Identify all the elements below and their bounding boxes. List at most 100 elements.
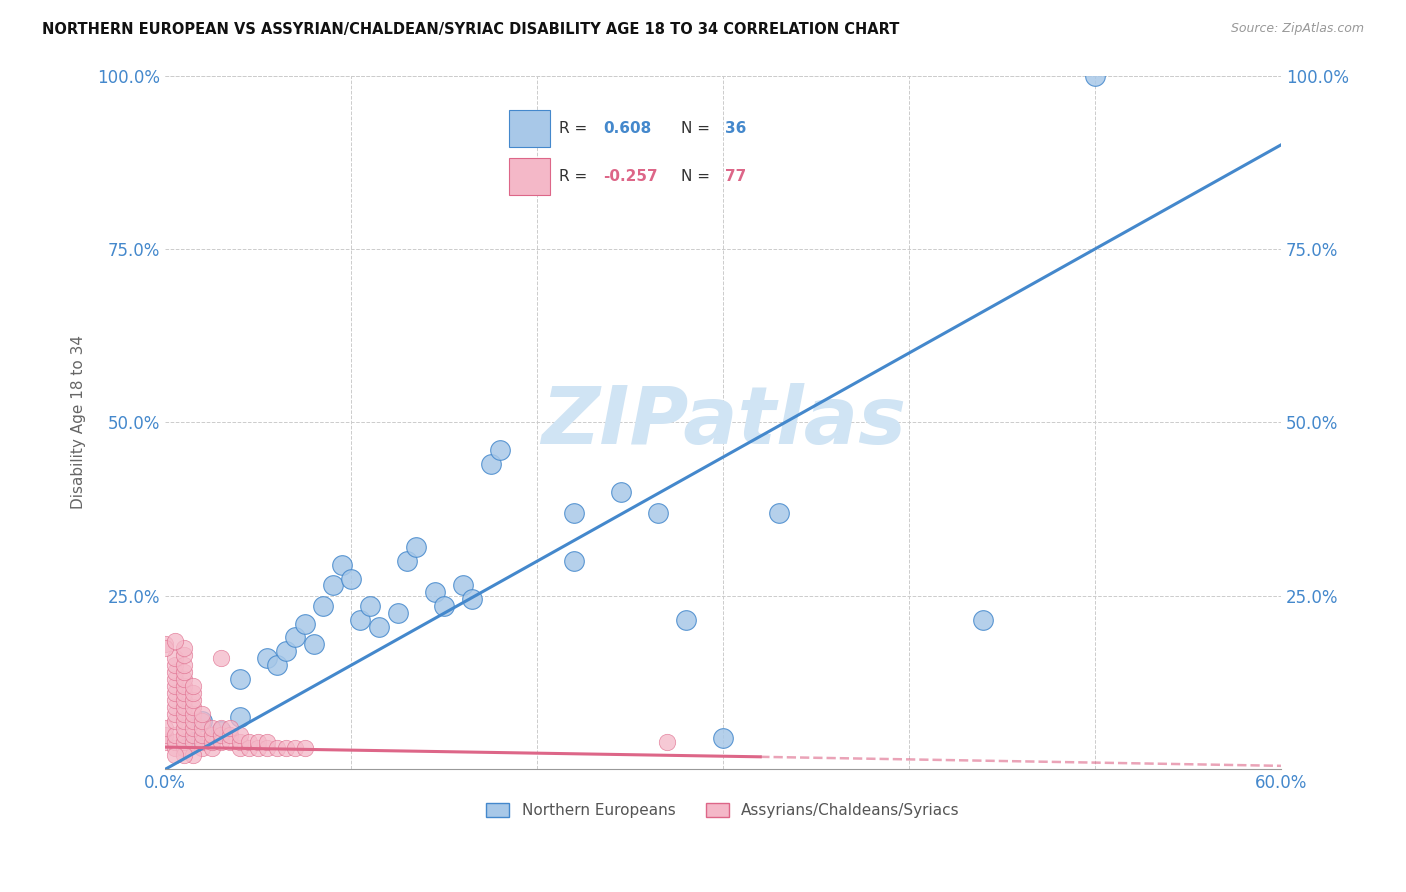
- Legend: Northern Europeans, Assyrians/Chaldeans/Syriacs: Northern Europeans, Assyrians/Chaldeans/…: [481, 797, 966, 824]
- Point: [489, 443, 512, 458]
- Point: [181, 734, 204, 748]
- Point: [191, 714, 214, 728]
- Point: [209, 651, 232, 665]
- Point: [768, 506, 790, 520]
- Point: [181, 714, 204, 728]
- Point: [266, 658, 288, 673]
- Point: [972, 613, 994, 627]
- Point: [201, 721, 224, 735]
- Point: [330, 558, 353, 572]
- Point: [181, 734, 204, 748]
- Point: [163, 679, 186, 693]
- Point: [173, 693, 195, 707]
- Point: [284, 631, 307, 645]
- Point: [173, 640, 195, 655]
- Point: [340, 572, 363, 586]
- Point: [274, 644, 297, 658]
- Point: [228, 734, 250, 748]
- Point: [163, 634, 186, 648]
- Point: [163, 665, 186, 680]
- Point: [173, 665, 195, 680]
- Point: [181, 721, 204, 735]
- Point: [433, 599, 456, 614]
- Point: [163, 693, 186, 707]
- Point: [209, 734, 232, 748]
- Point: [266, 741, 288, 756]
- Point: [219, 721, 242, 735]
- Point: [181, 706, 204, 721]
- Point: [461, 592, 484, 607]
- Point: [209, 728, 232, 742]
- Point: [479, 457, 502, 471]
- Point: [302, 637, 325, 651]
- Point: [163, 672, 186, 686]
- Point: [155, 637, 177, 651]
- Point: [256, 734, 278, 748]
- Point: [387, 606, 409, 620]
- Point: [173, 721, 195, 735]
- Point: [219, 728, 242, 742]
- Point: [405, 541, 427, 555]
- Point: [163, 741, 186, 756]
- Point: [201, 728, 224, 742]
- Point: [173, 672, 195, 686]
- Point: [173, 658, 195, 673]
- Point: [312, 599, 335, 614]
- Text: Source: ZipAtlas.com: Source: ZipAtlas.com: [1230, 22, 1364, 36]
- Point: [247, 734, 270, 748]
- Point: [647, 506, 669, 520]
- Point: [711, 731, 734, 745]
- Point: [173, 741, 195, 756]
- Point: [191, 721, 214, 735]
- Point: [228, 672, 250, 686]
- Point: [359, 599, 381, 614]
- Point: [163, 699, 186, 714]
- Point: [368, 620, 391, 634]
- Point: [238, 734, 260, 748]
- Point: [256, 651, 278, 665]
- Point: [201, 741, 224, 756]
- Point: [163, 658, 186, 673]
- Point: [181, 728, 204, 742]
- Point: [181, 748, 204, 763]
- Point: [610, 484, 633, 499]
- Point: [191, 734, 214, 748]
- Point: [201, 734, 224, 748]
- Point: [191, 706, 214, 721]
- Point: [155, 640, 177, 655]
- Point: [173, 728, 195, 742]
- Point: [228, 741, 250, 756]
- Point: [247, 741, 270, 756]
- Point: [349, 613, 371, 627]
- Point: [274, 741, 297, 756]
- Point: [228, 710, 250, 724]
- Point: [322, 578, 344, 592]
- Point: [163, 651, 186, 665]
- Point: [173, 699, 195, 714]
- Point: [294, 741, 316, 756]
- Y-axis label: Disability Age 18 to 34: Disability Age 18 to 34: [72, 335, 86, 509]
- Point: [181, 679, 204, 693]
- Point: [284, 741, 307, 756]
- Point: [181, 686, 204, 700]
- Point: [173, 679, 195, 693]
- Point: [181, 699, 204, 714]
- Point: [238, 741, 260, 756]
- Point: [1084, 69, 1107, 83]
- Text: NORTHERN EUROPEAN VS ASSYRIAN/CHALDEAN/SYRIAC DISABILITY AGE 18 TO 34 CORRELATIO: NORTHERN EUROPEAN VS ASSYRIAN/CHALDEAN/S…: [42, 22, 900, 37]
- Point: [173, 748, 195, 763]
- Point: [228, 728, 250, 742]
- Point: [163, 714, 186, 728]
- Point: [155, 734, 177, 748]
- Point: [191, 714, 214, 728]
- Point: [675, 613, 697, 627]
- Point: [423, 585, 446, 599]
- Point: [209, 724, 232, 739]
- Point: [191, 741, 214, 756]
- Text: ZIPatlas: ZIPatlas: [540, 384, 905, 461]
- Point: [155, 728, 177, 742]
- Point: [191, 728, 214, 742]
- Point: [173, 686, 195, 700]
- Point: [395, 554, 418, 568]
- Point: [163, 686, 186, 700]
